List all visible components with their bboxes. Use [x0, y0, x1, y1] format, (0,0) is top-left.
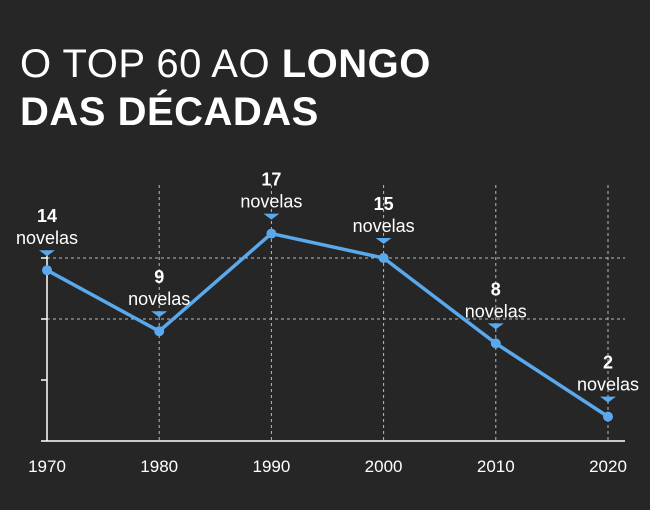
data-point	[266, 228, 277, 239]
data-point	[603, 411, 613, 422]
x-tick-label: 2020	[589, 457, 627, 476]
data-label-unit: novelas	[577, 375, 639, 395]
value-marker	[151, 311, 168, 318]
data-label-value: 17	[261, 170, 281, 190]
title-bold: LONGO	[281, 42, 431, 86]
value-marker	[600, 396, 616, 403]
x-tick-label: 2010	[477, 457, 515, 476]
title-line2: DAS DÉCADAS	[20, 90, 319, 134]
data-point	[490, 338, 501, 349]
data-label-value: 2	[603, 353, 613, 373]
value-marker	[487, 323, 504, 330]
data-point	[378, 253, 389, 263]
x-tick-label: 2000	[365, 457, 403, 476]
series-line	[46, 231, 609, 419]
data-label-value: 14	[37, 206, 57, 226]
x-tick-label: 1970	[28, 457, 66, 476]
data-point	[154, 326, 165, 337]
data-label-value: 15	[374, 194, 394, 214]
x-tick-label: 1990	[252, 457, 290, 476]
value-marker	[39, 250, 55, 257]
data-label-value: 9	[154, 267, 164, 287]
data-point	[42, 265, 52, 276]
data-label-unit: novelas	[353, 216, 415, 236]
data-label-value: 8	[491, 279, 501, 299]
data-label-unit: novelas	[128, 289, 190, 309]
x-tick-label: 1980	[140, 457, 178, 476]
value-marker	[263, 213, 280, 220]
chart-title: O TOP 60 AO LONGO DAS DÉCADAS	[20, 40, 431, 136]
value-marker	[375, 238, 392, 244]
data-label-unit: novelas	[240, 192, 302, 212]
data-label-unit: novelas	[465, 301, 527, 321]
data-label-unit: novelas	[16, 228, 78, 248]
title-light: O TOP 60 AO	[20, 42, 282, 86]
